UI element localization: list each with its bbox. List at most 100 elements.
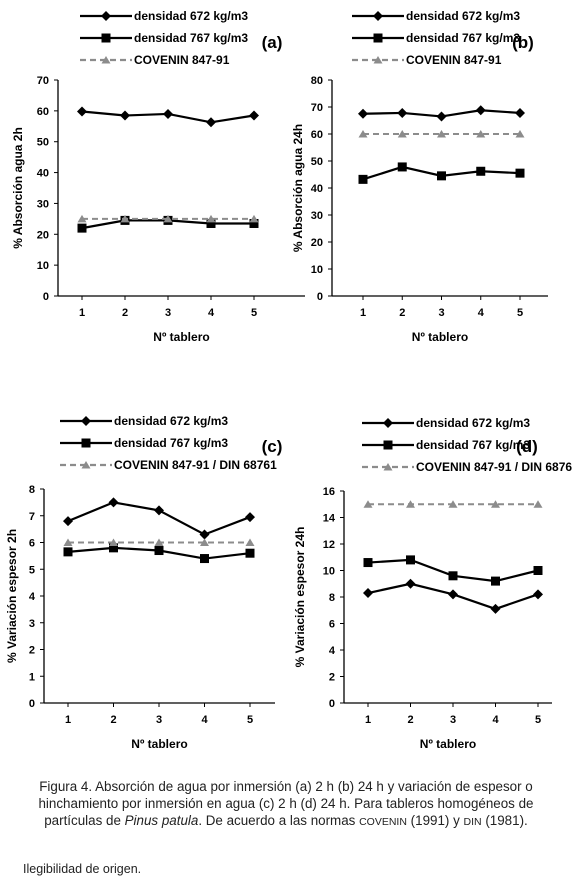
series-3 — [363, 500, 543, 508]
data-point — [154, 538, 164, 546]
x-tick-label: 1 — [365, 714, 371, 726]
panel-label: (a) — [262, 33, 283, 52]
legend-marker — [81, 416, 91, 426]
series-3 — [77, 214, 259, 223]
chart-panel-2: 0 10 20 30 40 50 60 70 80 1 2 3 4 5 Nº tablero % Absorc… — [291, 9, 548, 344]
caption-line-1: Figura 4. Absorción de agua por inmersió… — [39, 779, 533, 794]
panel-label: (d) — [516, 437, 538, 456]
data-point — [363, 500, 373, 508]
data-point — [154, 546, 164, 556]
data-point — [120, 214, 130, 223]
y-tick-label: 2 — [329, 672, 335, 684]
y-tick-label: 8 — [29, 484, 35, 496]
legend-entry-1: densidad 672 kg/m3 — [352, 9, 520, 23]
chart-panel-1: 0 10 20 30 40 50 60 70 1 2 3 4 5 Nº tablero % Absorció… — [11, 9, 305, 344]
y-tick-label: 50 — [37, 137, 49, 149]
y-tick-label: 3 — [29, 618, 35, 630]
data-point — [163, 108, 173, 119]
data-point — [206, 214, 216, 223]
y-tick-label: 2 — [29, 645, 35, 657]
data-point — [448, 571, 458, 581]
y-tick-label: 6 — [329, 619, 335, 631]
y-tick-label: 5 — [29, 564, 35, 576]
x-tick-label: 1 — [79, 307, 85, 319]
series-1 — [77, 106, 259, 128]
series-3 — [358, 130, 525, 138]
data-point — [437, 171, 446, 181]
y-tick-label: 20 — [37, 229, 49, 241]
data-point — [63, 516, 73, 527]
data-point — [515, 107, 525, 118]
legend-marker — [81, 461, 91, 469]
y-tick-label: 40 — [37, 168, 49, 180]
legend-label: densidad 672 kg/m3 — [134, 9, 248, 23]
legend-marker — [383, 418, 393, 428]
data-point — [476, 166, 486, 176]
data-point — [397, 107, 408, 118]
data-point — [397, 162, 407, 172]
legend-marker — [101, 56, 111, 64]
data-point — [200, 538, 209, 546]
legend-label: densidad 672 kg/m3 — [114, 414, 228, 428]
series-2 — [63, 543, 255, 564]
figure-charts: 0 10 20 30 40 50 60 70 1 2 3 4 5 Nº tablero% Absorció… — [5, 9, 572, 751]
data-point — [77, 106, 87, 117]
panel-label: (c) — [262, 437, 283, 456]
y-tick-label: 10 — [311, 264, 323, 276]
y-tick-label: 7 — [29, 511, 35, 523]
data-point — [77, 214, 87, 223]
legend-entry-3: COVENIN 847-91 / DIN 68761 — [60, 458, 277, 472]
x-tick-label: 2 — [407, 714, 413, 726]
y-tick-label: 40 — [311, 183, 323, 195]
data-point — [490, 603, 501, 614]
x-tick-label: 4 — [478, 307, 485, 319]
x-tick-label: 1 — [360, 307, 366, 319]
figure-caption: Figura 4. Absorción de agua por inmersió… — [6, 778, 566, 831]
data-point — [397, 130, 407, 138]
data-point — [63, 538, 73, 546]
data-point — [108, 497, 119, 508]
y-axis-title: % Absorción agua 24h — [291, 124, 305, 252]
legend-label: COVENIN 847-91 / DIN 68761 — [416, 460, 572, 474]
series-1 — [363, 578, 543, 614]
y-tick-label: 60 — [311, 129, 323, 141]
legend-marker — [383, 440, 393, 450]
chart-panel-3: 0 1 2 3 4 5 6 7 8 1 2 3 4 5 Nº tablero % Variación espe… — [5, 414, 282, 751]
legend-label: densidad 767 kg/m3 — [416, 438, 530, 452]
data-point — [406, 555, 415, 565]
x-tick-label: 5 — [517, 307, 523, 319]
data-point — [163, 214, 173, 223]
legend-entry-2: densidad 767 kg/m3 — [352, 31, 520, 45]
y-tick-label: 4 — [29, 591, 36, 603]
data-point — [358, 108, 368, 119]
legend-label: COVENIN 847-91 / DIN 68761 — [114, 458, 277, 472]
y-tick-label: 60 — [37, 106, 49, 118]
series-2 — [358, 162, 525, 184]
data-point — [491, 576, 500, 586]
legend-label: densidad 767 kg/m3 — [134, 31, 248, 45]
data-point — [515, 168, 525, 178]
legend-entry-2: densidad 767 kg/m3 — [80, 31, 248, 45]
data-point — [533, 500, 543, 508]
y-axis-title: % Variación espesor 24h — [293, 527, 307, 668]
y-tick-label: 30 — [37, 198, 49, 210]
data-point — [436, 111, 447, 122]
y-tick-label: 0 — [29, 698, 35, 710]
y-tick-label: 10 — [37, 260, 49, 272]
data-point — [109, 543, 118, 553]
data-point — [533, 589, 543, 600]
data-point — [476, 130, 486, 138]
x-tick-label: 1 — [65, 714, 71, 726]
y-tick-label: 70 — [311, 102, 323, 114]
y-axis-title: % Absorción agua 2h — [11, 127, 25, 249]
y-tick-label: 4 — [329, 645, 336, 657]
legend-label: densidad 672 kg/m3 — [406, 9, 520, 23]
caption-line-3-mid: . De acuerdo a las normas — [198, 813, 360, 828]
data-point — [120, 110, 130, 121]
caption-species: Pinus patula — [124, 813, 199, 828]
x-tick-label: 4 — [492, 714, 499, 726]
legend-label: densidad 767 kg/m3 — [114, 436, 228, 450]
legend-entry-2: densidad 767 kg/m3 — [60, 436, 228, 450]
legend-entry-3: COVENIN 847-91 / DIN 68761 — [362, 460, 572, 474]
